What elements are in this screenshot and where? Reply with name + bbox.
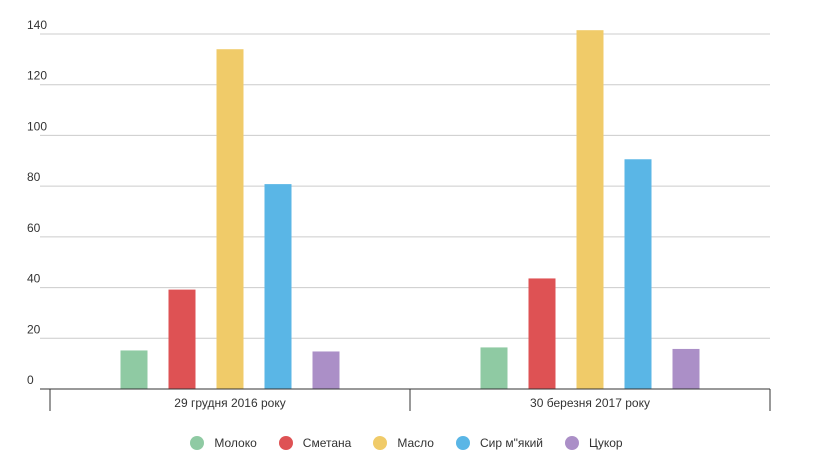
legend-item: Сметана [278, 436, 352, 450]
legend-item: Молоко [190, 436, 257, 450]
y-tick-label: 80 [27, 170, 41, 184]
bar [312, 351, 340, 389]
y-tick-label: 0 [27, 373, 34, 387]
legend-swatch-icon [278, 436, 293, 450]
legend: Молоко Сметана Масло Сир м"який Цукор [0, 436, 813, 450]
legend-label: Масло [397, 436, 434, 450]
x-category-label: 29 грудня 2016 року [174, 396, 285, 410]
bar [216, 49, 244, 389]
bar [168, 289, 196, 389]
y-tick-label: 120 [27, 69, 47, 83]
legend-label: Молоко [214, 436, 257, 450]
y-tick-label: 40 [27, 272, 41, 286]
bar [528, 278, 556, 389]
legend-swatch-icon [190, 436, 205, 450]
bar [120, 350, 148, 389]
y-tick-label: 60 [27, 221, 41, 235]
legend-item: Сир м"який [455, 436, 543, 450]
bar [576, 30, 604, 389]
y-tick-label: 140 [27, 18, 47, 32]
bar [672, 348, 700, 389]
y-axis-tick-labels: 0 20 40 60 80 100 120 140 [27, 18, 47, 387]
bar [264, 184, 292, 389]
legend-label: Сир м"який [479, 436, 543, 450]
grid-lines [40, 33, 770, 339]
legend-label: Цукор [589, 436, 623, 450]
legend-item: Масло [373, 436, 434, 450]
x-axis: 29 грудня 2016 року 30 березня 2017 року [40, 388, 771, 411]
legend-swatch-icon [455, 436, 470, 450]
legend-swatch-icon [565, 436, 579, 450]
bars [120, 30, 700, 389]
bar [480, 347, 508, 389]
legend-item: Цукор [565, 436, 623, 450]
bar [624, 159, 652, 389]
bar-chart: 0 20 40 60 80 100 120 140 29 грудня 2016 року 30… [27, 18, 771, 411]
y-tick-label: 20 [27, 322, 41, 336]
y-tick-label: 100 [27, 119, 47, 133]
legend-label: Сметана [302, 436, 352, 450]
legend-swatch-icon [373, 436, 388, 450]
x-category-label: 30 березня 2017 року [530, 396, 650, 410]
